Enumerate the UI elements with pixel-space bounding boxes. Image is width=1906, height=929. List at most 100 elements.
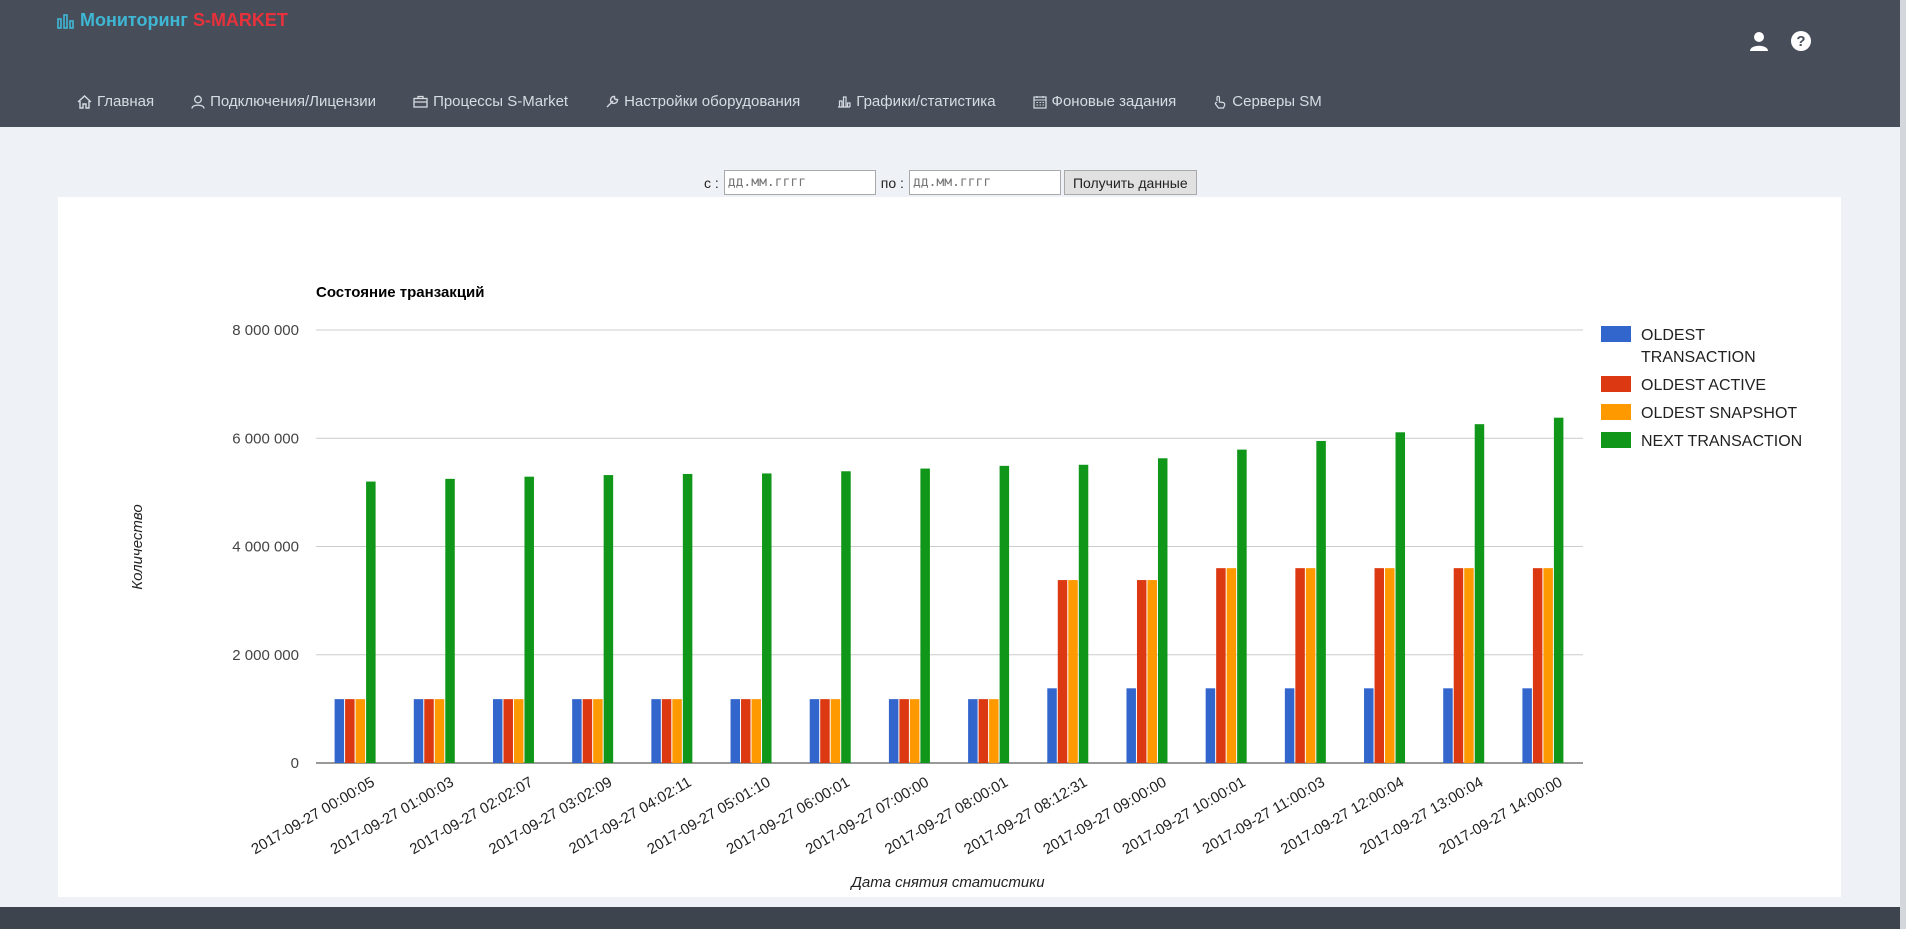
bar-chart-icon xyxy=(838,96,851,108)
bar[interactable] xyxy=(830,699,841,763)
bar[interactable] xyxy=(1226,568,1237,763)
menu-item-processes[interactable]: Процессы S-Market xyxy=(413,93,568,110)
bar[interactable] xyxy=(909,699,920,763)
pointer-icon xyxy=(1215,95,1226,109)
bar[interactable] xyxy=(841,471,851,763)
wrench-icon xyxy=(606,95,619,107)
bar[interactable] xyxy=(1522,688,1532,763)
user-icon[interactable] xyxy=(1748,30,1770,57)
user-outline-icon xyxy=(191,95,205,109)
bar[interactable] xyxy=(730,699,741,763)
transactions-chart: Состояние транзакций Количество Дата сня… xyxy=(129,284,1802,891)
bar[interactable] xyxy=(651,699,661,763)
date-to-input[interactable] xyxy=(908,170,1061,195)
date-from-input[interactable] xyxy=(723,170,876,195)
bar[interactable] xyxy=(503,699,513,763)
bar[interactable] xyxy=(1147,580,1157,763)
briefcase-icon xyxy=(413,95,428,108)
bar[interactable] xyxy=(1395,432,1406,763)
bar[interactable] xyxy=(524,476,534,763)
bar[interactable] xyxy=(920,468,930,763)
bar[interactable] xyxy=(1305,568,1316,763)
legend-swatch xyxy=(1601,326,1631,342)
bar[interactable] xyxy=(413,699,424,763)
legend-label: OLDEST SNAPSHOT xyxy=(1641,405,1797,422)
bar[interactable] xyxy=(1316,440,1326,763)
bar[interactable] xyxy=(334,699,345,763)
bar[interactable] xyxy=(762,473,772,763)
menu-item-label: Главная xyxy=(97,93,155,110)
bar[interactable] xyxy=(1532,568,1543,763)
legend-label: NEXT TRANSACTION xyxy=(1641,433,1802,450)
bar[interactable] xyxy=(1364,688,1374,763)
bar[interactable] xyxy=(1443,688,1453,763)
bar[interactable] xyxy=(989,699,999,763)
menu-item-connections[interactable]: Подключения/Лицензии xyxy=(191,93,376,110)
bar[interactable] xyxy=(1047,688,1057,763)
bar[interactable] xyxy=(1126,688,1136,763)
bar[interactable] xyxy=(1464,568,1474,763)
bar[interactable] xyxy=(582,699,593,763)
help-icon[interactable]: ? xyxy=(1790,30,1812,57)
menu-item-background-jobs[interactable]: Фоновые задания xyxy=(1032,93,1177,110)
date-to-label: по : xyxy=(880,174,904,191)
top-navbar: Мониторинг S-MARKET ? Главная xyxy=(0,0,1900,127)
bar[interactable] xyxy=(366,481,376,763)
bar[interactable] xyxy=(809,699,820,763)
bar[interactable] xyxy=(672,699,682,763)
bar[interactable] xyxy=(1374,568,1385,763)
bar[interactable] xyxy=(888,699,899,763)
bar[interactable] xyxy=(682,473,693,763)
bar[interactable] xyxy=(1385,568,1395,763)
bar[interactable] xyxy=(751,699,762,763)
bar[interactable] xyxy=(1216,568,1226,763)
bar[interactable] xyxy=(1057,580,1068,763)
y-tick-label: 4 000 000 xyxy=(232,539,299,556)
bar[interactable] xyxy=(603,475,614,763)
bar-chart-icon xyxy=(57,13,74,29)
menu-item-sm-servers[interactable]: Серверы SM xyxy=(1213,93,1322,110)
legend-swatch xyxy=(1601,376,1631,392)
bar[interactable] xyxy=(1078,464,1089,763)
bar[interactable] xyxy=(899,699,909,763)
bar[interactable] xyxy=(434,699,445,763)
bar[interactable] xyxy=(1543,568,1553,763)
scrollbar-track[interactable] xyxy=(1900,0,1906,929)
brand-accent: S-MARKET xyxy=(192,10,288,30)
menu-item-label: Фоновые задания xyxy=(1051,93,1177,110)
menu-item-charts[interactable]: Графики/статистика xyxy=(837,93,996,110)
bar[interactable] xyxy=(355,699,366,763)
bar[interactable] xyxy=(741,699,751,763)
bar[interactable] xyxy=(572,699,582,763)
bar[interactable] xyxy=(820,699,830,763)
bar[interactable] xyxy=(424,699,434,763)
menu-item-hardware-settings[interactable]: Настройки оборудования xyxy=(605,93,800,110)
chart-title: Состояние транзакций xyxy=(316,284,484,301)
bar[interactable] xyxy=(492,699,503,763)
bar[interactable] xyxy=(1157,458,1168,763)
bar[interactable] xyxy=(445,478,455,763)
x-tick-label: 2017-09-27 00:00:05 xyxy=(248,774,377,858)
bar[interactable] xyxy=(1453,568,1464,763)
bar[interactable] xyxy=(1205,688,1216,763)
get-data-button[interactable]: Получить данные xyxy=(1063,170,1197,195)
bar[interactable] xyxy=(1136,580,1147,763)
bar[interactable] xyxy=(1474,424,1485,763)
bar[interactable] xyxy=(1237,449,1247,763)
bar[interactable] xyxy=(513,699,524,763)
bar[interactable] xyxy=(1068,580,1078,763)
menu-item-home[interactable]: Главная xyxy=(77,93,154,110)
bar[interactable] xyxy=(593,699,603,763)
y-tick-label: 6 000 000 xyxy=(232,430,299,447)
legend-swatch xyxy=(1601,404,1631,420)
bar[interactable] xyxy=(345,699,355,763)
bar[interactable] xyxy=(1284,688,1295,763)
bar[interactable] xyxy=(978,699,989,763)
bar[interactable] xyxy=(999,465,1010,763)
bar[interactable] xyxy=(1553,417,1564,763)
brand-logo[interactable]: Мониторинг S-MARKET xyxy=(57,10,288,31)
bar[interactable] xyxy=(968,699,978,763)
date-from-label: с : xyxy=(704,174,719,191)
bar[interactable] xyxy=(661,699,672,763)
bar[interactable] xyxy=(1295,568,1305,763)
